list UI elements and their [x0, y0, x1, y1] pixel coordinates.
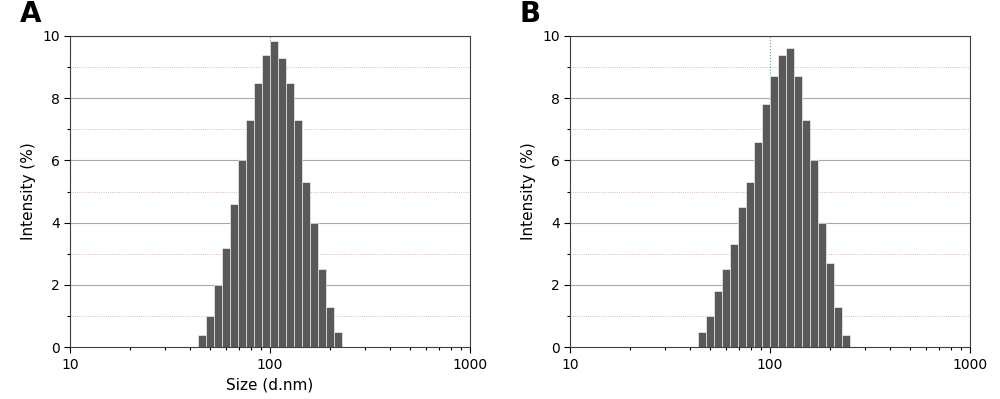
- Bar: [198, 335, 206, 347]
- Bar: [270, 41, 278, 347]
- X-axis label: Size (d.nm): Size (d.nm): [226, 377, 314, 392]
- Y-axis label: Intensity (%): Intensity (%): [21, 143, 36, 240]
- Bar: [770, 76, 778, 347]
- Bar: [818, 223, 826, 347]
- Bar: [334, 332, 342, 347]
- Bar: [278, 58, 286, 347]
- Bar: [222, 247, 230, 347]
- Bar: [714, 291, 722, 347]
- Bar: [826, 263, 834, 347]
- Bar: [730, 245, 738, 347]
- Bar: [842, 335, 850, 347]
- Bar: [754, 142, 762, 347]
- Text: B: B: [520, 0, 541, 28]
- Bar: [762, 105, 770, 347]
- Bar: [206, 316, 214, 347]
- Text: A: A: [20, 0, 42, 28]
- Bar: [810, 160, 818, 347]
- Bar: [214, 285, 222, 347]
- Bar: [706, 316, 714, 347]
- Bar: [722, 269, 730, 347]
- Bar: [254, 83, 262, 347]
- Bar: [698, 332, 706, 347]
- Bar: [794, 76, 802, 347]
- Bar: [230, 204, 238, 347]
- Bar: [786, 48, 794, 347]
- Bar: [738, 207, 746, 347]
- Bar: [834, 307, 842, 347]
- Bar: [318, 269, 326, 347]
- Bar: [802, 120, 810, 347]
- Bar: [286, 83, 294, 347]
- Y-axis label: Intensity (%): Intensity (%): [521, 143, 536, 240]
- Bar: [778, 55, 786, 347]
- Bar: [262, 55, 270, 347]
- Bar: [302, 182, 310, 347]
- Bar: [294, 120, 302, 347]
- Bar: [746, 182, 754, 347]
- Bar: [246, 120, 254, 347]
- Bar: [238, 160, 246, 347]
- Bar: [326, 307, 334, 347]
- Bar: [310, 223, 318, 347]
